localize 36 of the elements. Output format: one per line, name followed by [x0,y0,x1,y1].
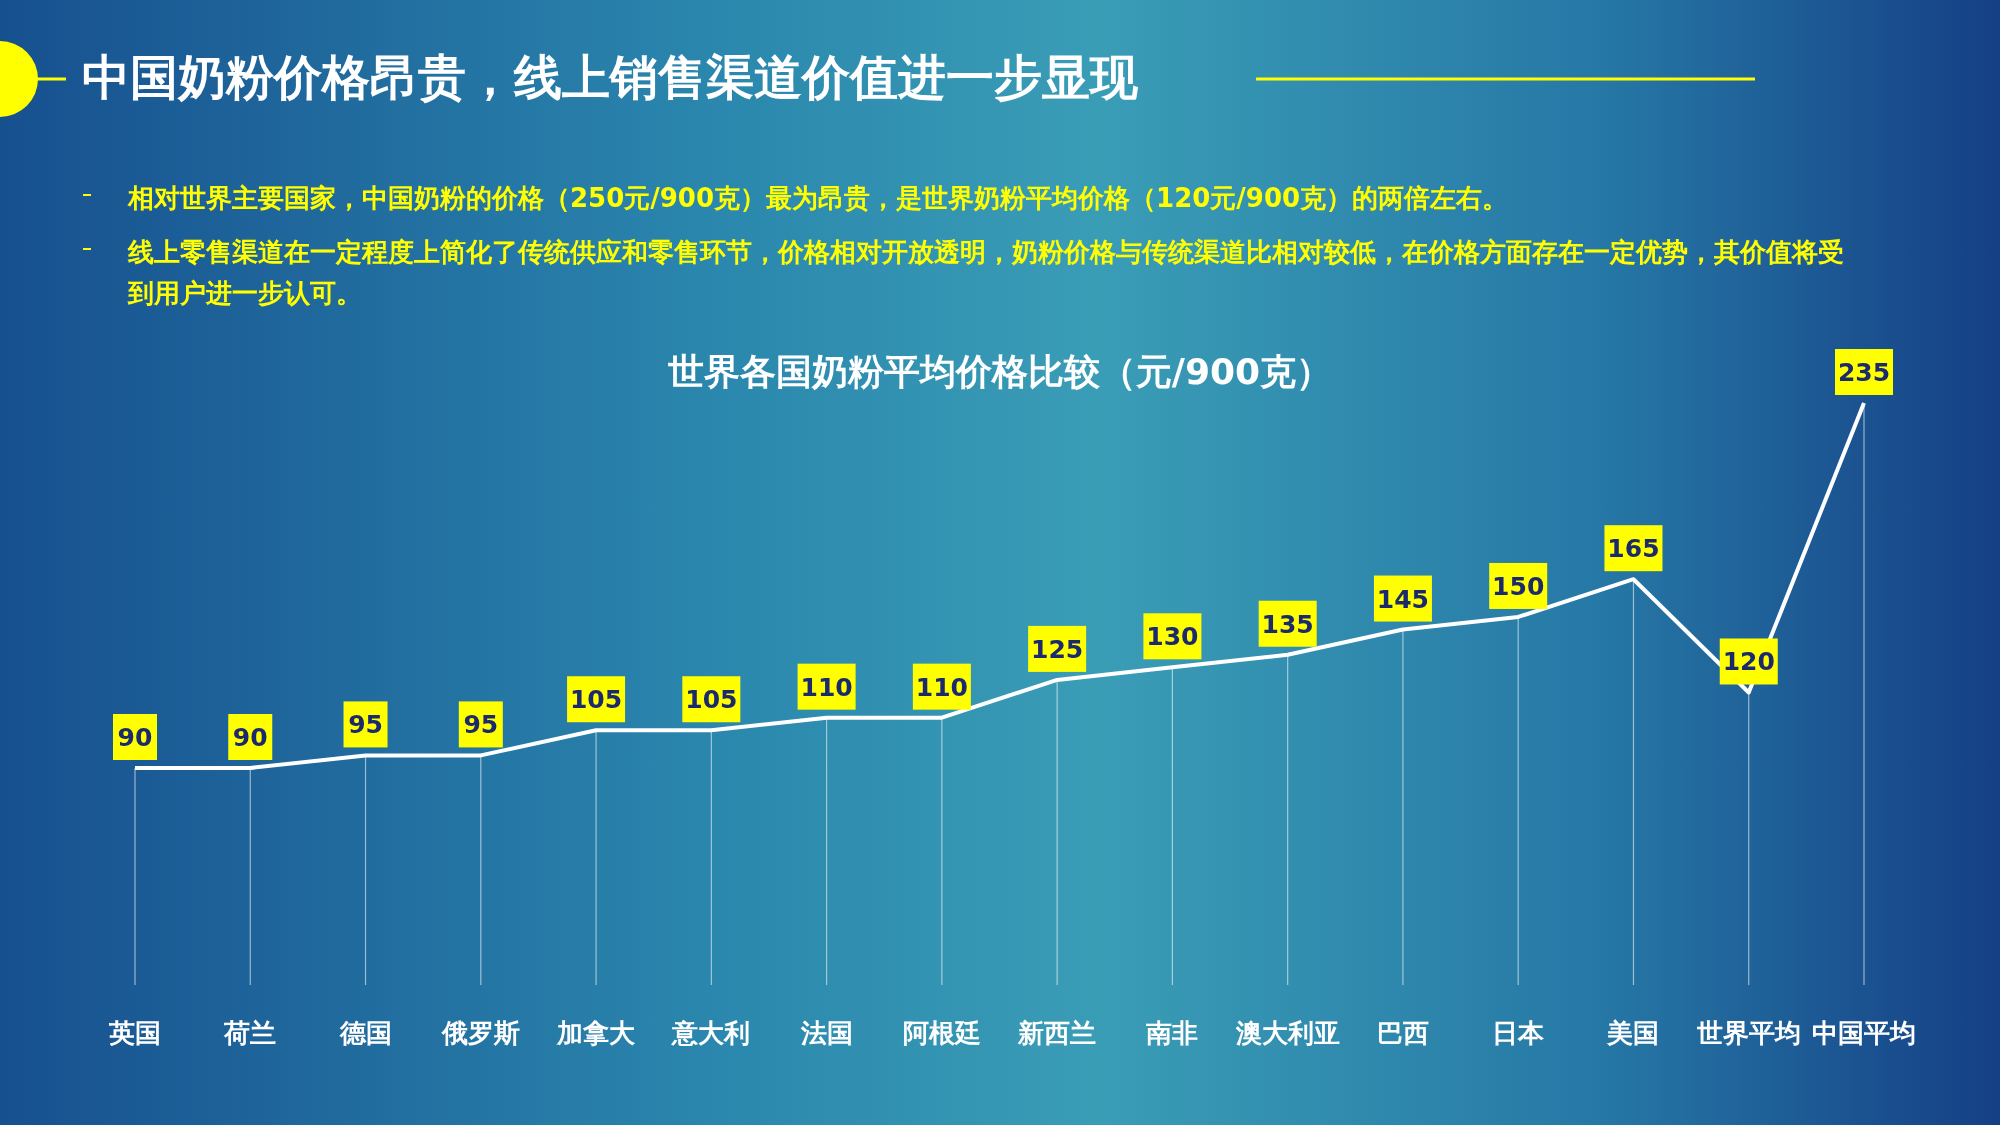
data-label: 105 [685,685,738,715]
data-label: 135 [1261,609,1314,639]
x-tick-label: 澳大利亚 [1234,1017,1341,1050]
text: 相对世界主要国家，中国奶粉的价格（250元/900克）最为昂贵，是世界奶粉平均价格（120元/900克）的两倍左右。 [128,182,1510,215]
x-tick-label: 法国 [800,1018,853,1048]
data-label: 105 [569,685,623,715]
x-tick-label: 加拿大 [557,1018,636,1048]
x-tick-label: 俄罗斯 [441,1018,520,1048]
x-tick-label: 南非 [1146,1018,1199,1048]
x-tick-label: 意大利 [672,1018,751,1048]
x-tick-label: 阿根廷 [902,1018,981,1048]
x-tick-label: 英国 [108,1017,162,1050]
data-label: 90 [117,723,153,752]
data-label: 130 [1146,622,1199,652]
data-label: 95 [348,710,383,740]
data-label: 165 [1607,534,1660,564]
text: 线上零售渠道在一定程度上简化了传统供应和零售环节，价格相对开放透明，奶粉价格与传统渠道比相对较低，在价格方面存在一定优势，其价值将受到用户进一步认可。 [128,236,1845,310]
x-tick-label: 新西兰 [1018,1018,1097,1048]
x-tick-label: 德国 [339,1018,392,1048]
data-label: 95 [463,710,499,740]
data-label: 235 [1837,358,1891,387]
x-tick-label: 世界平均 [1696,1018,1801,1048]
data-label: 110 [800,672,853,702]
chart-title: 中国奶粉价格昂贵，线上销售渠道价值进一步显现 [82,48,1138,107]
data-label: 125 [1031,634,1084,664]
x-tick-label: 中国平均 [1812,1018,1916,1048]
data-label: 90 [232,723,268,752]
x-tick-label: 日本 [1491,1017,1546,1050]
x-tick-label: 美国 [1607,1018,1660,1048]
x-tick-label: 巴西 [1376,1018,1429,1048]
chart-subtitle: 世界各国奶粉平均价格比较（元/900克） [667,351,1333,392]
x-tick-label: 荷兰 [223,1017,278,1050]
data-label: 120 [1722,647,1775,677]
data-label: 145 [1376,584,1430,614]
data-label: 110 [915,672,968,702]
data-label: 150 [1492,571,1545,601]
